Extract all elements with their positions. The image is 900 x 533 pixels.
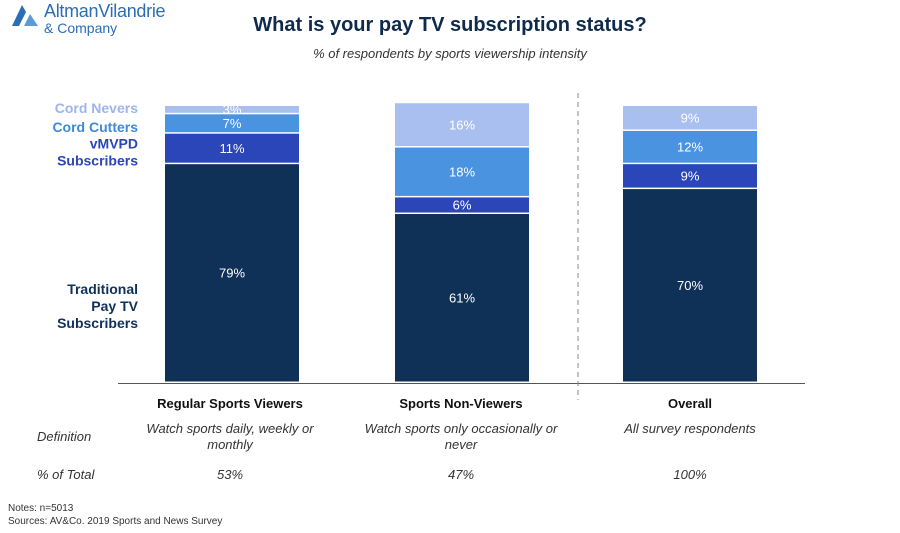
category-label: Regular Sports Viewers	[157, 396, 303, 411]
sources-text: Sources: AV&Co. 2019 Sports and News Sur…	[8, 516, 223, 527]
bar-segment	[165, 133, 299, 163]
bar-segment	[395, 103, 529, 147]
logo-name: AltmanVilandrie	[44, 1, 166, 21]
data-label: 70%	[677, 278, 703, 293]
legend-label: Traditional Pay TV Subscribers	[57, 281, 139, 331]
bar-segment	[395, 147, 529, 196]
bar-segment	[395, 197, 529, 213]
bar-segment	[623, 164, 757, 188]
chart-title: What is your pay TV subscription status?	[253, 14, 647, 36]
notes-text: Notes: n=5013	[8, 503, 74, 514]
data-label: 9%	[681, 169, 700, 184]
bar-segment	[165, 164, 299, 382]
chart-subtitle: % of respondents by sports viewership in…	[313, 46, 587, 61]
company-logo: AltmanVilandrie & Company	[10, 1, 166, 36]
bar-segment	[623, 189, 757, 382]
logo-subname: & Company	[44, 20, 118, 36]
data-label: 16%	[449, 117, 475, 132]
data-label: 9%	[681, 110, 700, 125]
data-label: 7%	[223, 116, 242, 131]
bar-segment	[165, 106, 299, 113]
data-label: 79%	[219, 266, 245, 281]
definition-text: Watch sports only occasionally or never	[364, 421, 558, 452]
legend-label: Cord Cutters	[52, 119, 138, 135]
data-label: 6%	[453, 198, 472, 213]
category-label: Overall	[667, 396, 713, 411]
legend-label: vMVPD Subscribers	[57, 136, 138, 169]
category-label: Sports Non-Viewers	[399, 396, 523, 411]
data-label: 11%	[219, 141, 244, 156]
bar-segment	[165, 114, 299, 133]
stacked-bar-chart: 79% 11% 7%3% 61% 6% 18% 16% 70% 9% 12% 9% Tradition…	[52, 93, 805, 400]
total-value: 53%	[216, 467, 244, 482]
total-value: 47%	[447, 467, 475, 482]
definition-text: All survey respondents	[624, 421, 756, 436]
data-label: 18%	[449, 164, 475, 179]
logo-mark-icon	[12, 5, 38, 26]
bar-segment	[623, 130, 757, 163]
data-label: 3%	[223, 102, 242, 117]
data-label: 12%	[677, 140, 703, 155]
total-row-label: % of Total	[37, 467, 95, 482]
definition-text: Watch sports daily, weekly or monthly	[146, 421, 314, 452]
bar-segment	[623, 106, 757, 130]
definition-row-label: Definition	[37, 429, 92, 444]
legend-label: Cord Nevers	[55, 100, 138, 116]
bar-segment	[395, 214, 529, 382]
total-value: 100%	[673, 467, 707, 482]
data-label: 61%	[449, 291, 475, 306]
